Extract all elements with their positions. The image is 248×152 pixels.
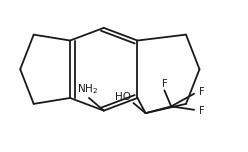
Text: F: F — [199, 106, 205, 116]
Text: NH$_2$: NH$_2$ — [77, 82, 98, 96]
Text: F: F — [162, 79, 167, 89]
Text: F: F — [199, 87, 205, 97]
Text: HO: HO — [115, 92, 131, 102]
